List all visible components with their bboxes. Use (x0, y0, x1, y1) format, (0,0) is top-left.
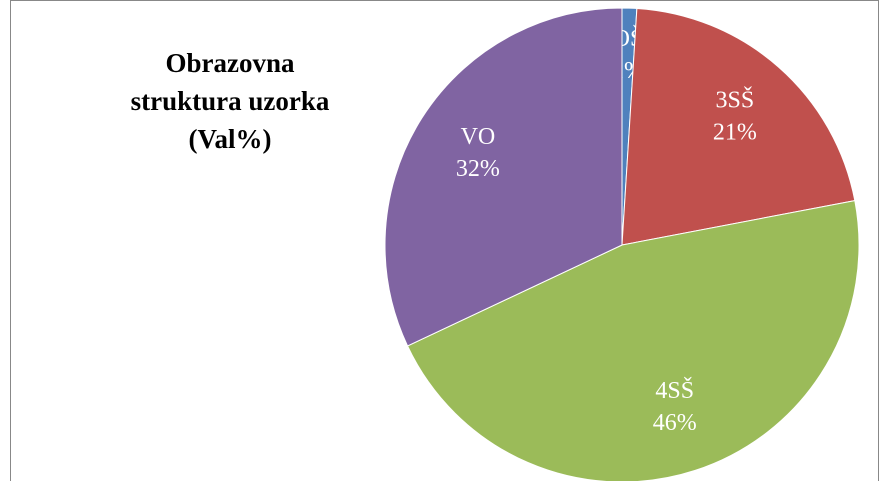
pie-slice (384, 7, 623, 347)
chart-border (10, 0, 879, 481)
slice-value-label: 46% (653, 410, 697, 436)
chart-title: Obrazovna struktura uzorka (Val%) (130, 48, 330, 154)
pie-slice (406, 200, 860, 481)
slice-category-label: VO (461, 124, 496, 150)
slice-value-label: 32% (456, 156, 500, 182)
slice-category-label: 4SŠ (655, 377, 694, 404)
pie-slice (621, 7, 856, 246)
slice-category-label: 3SŠ (715, 87, 754, 114)
slice-value-label: 21% (713, 120, 757, 146)
